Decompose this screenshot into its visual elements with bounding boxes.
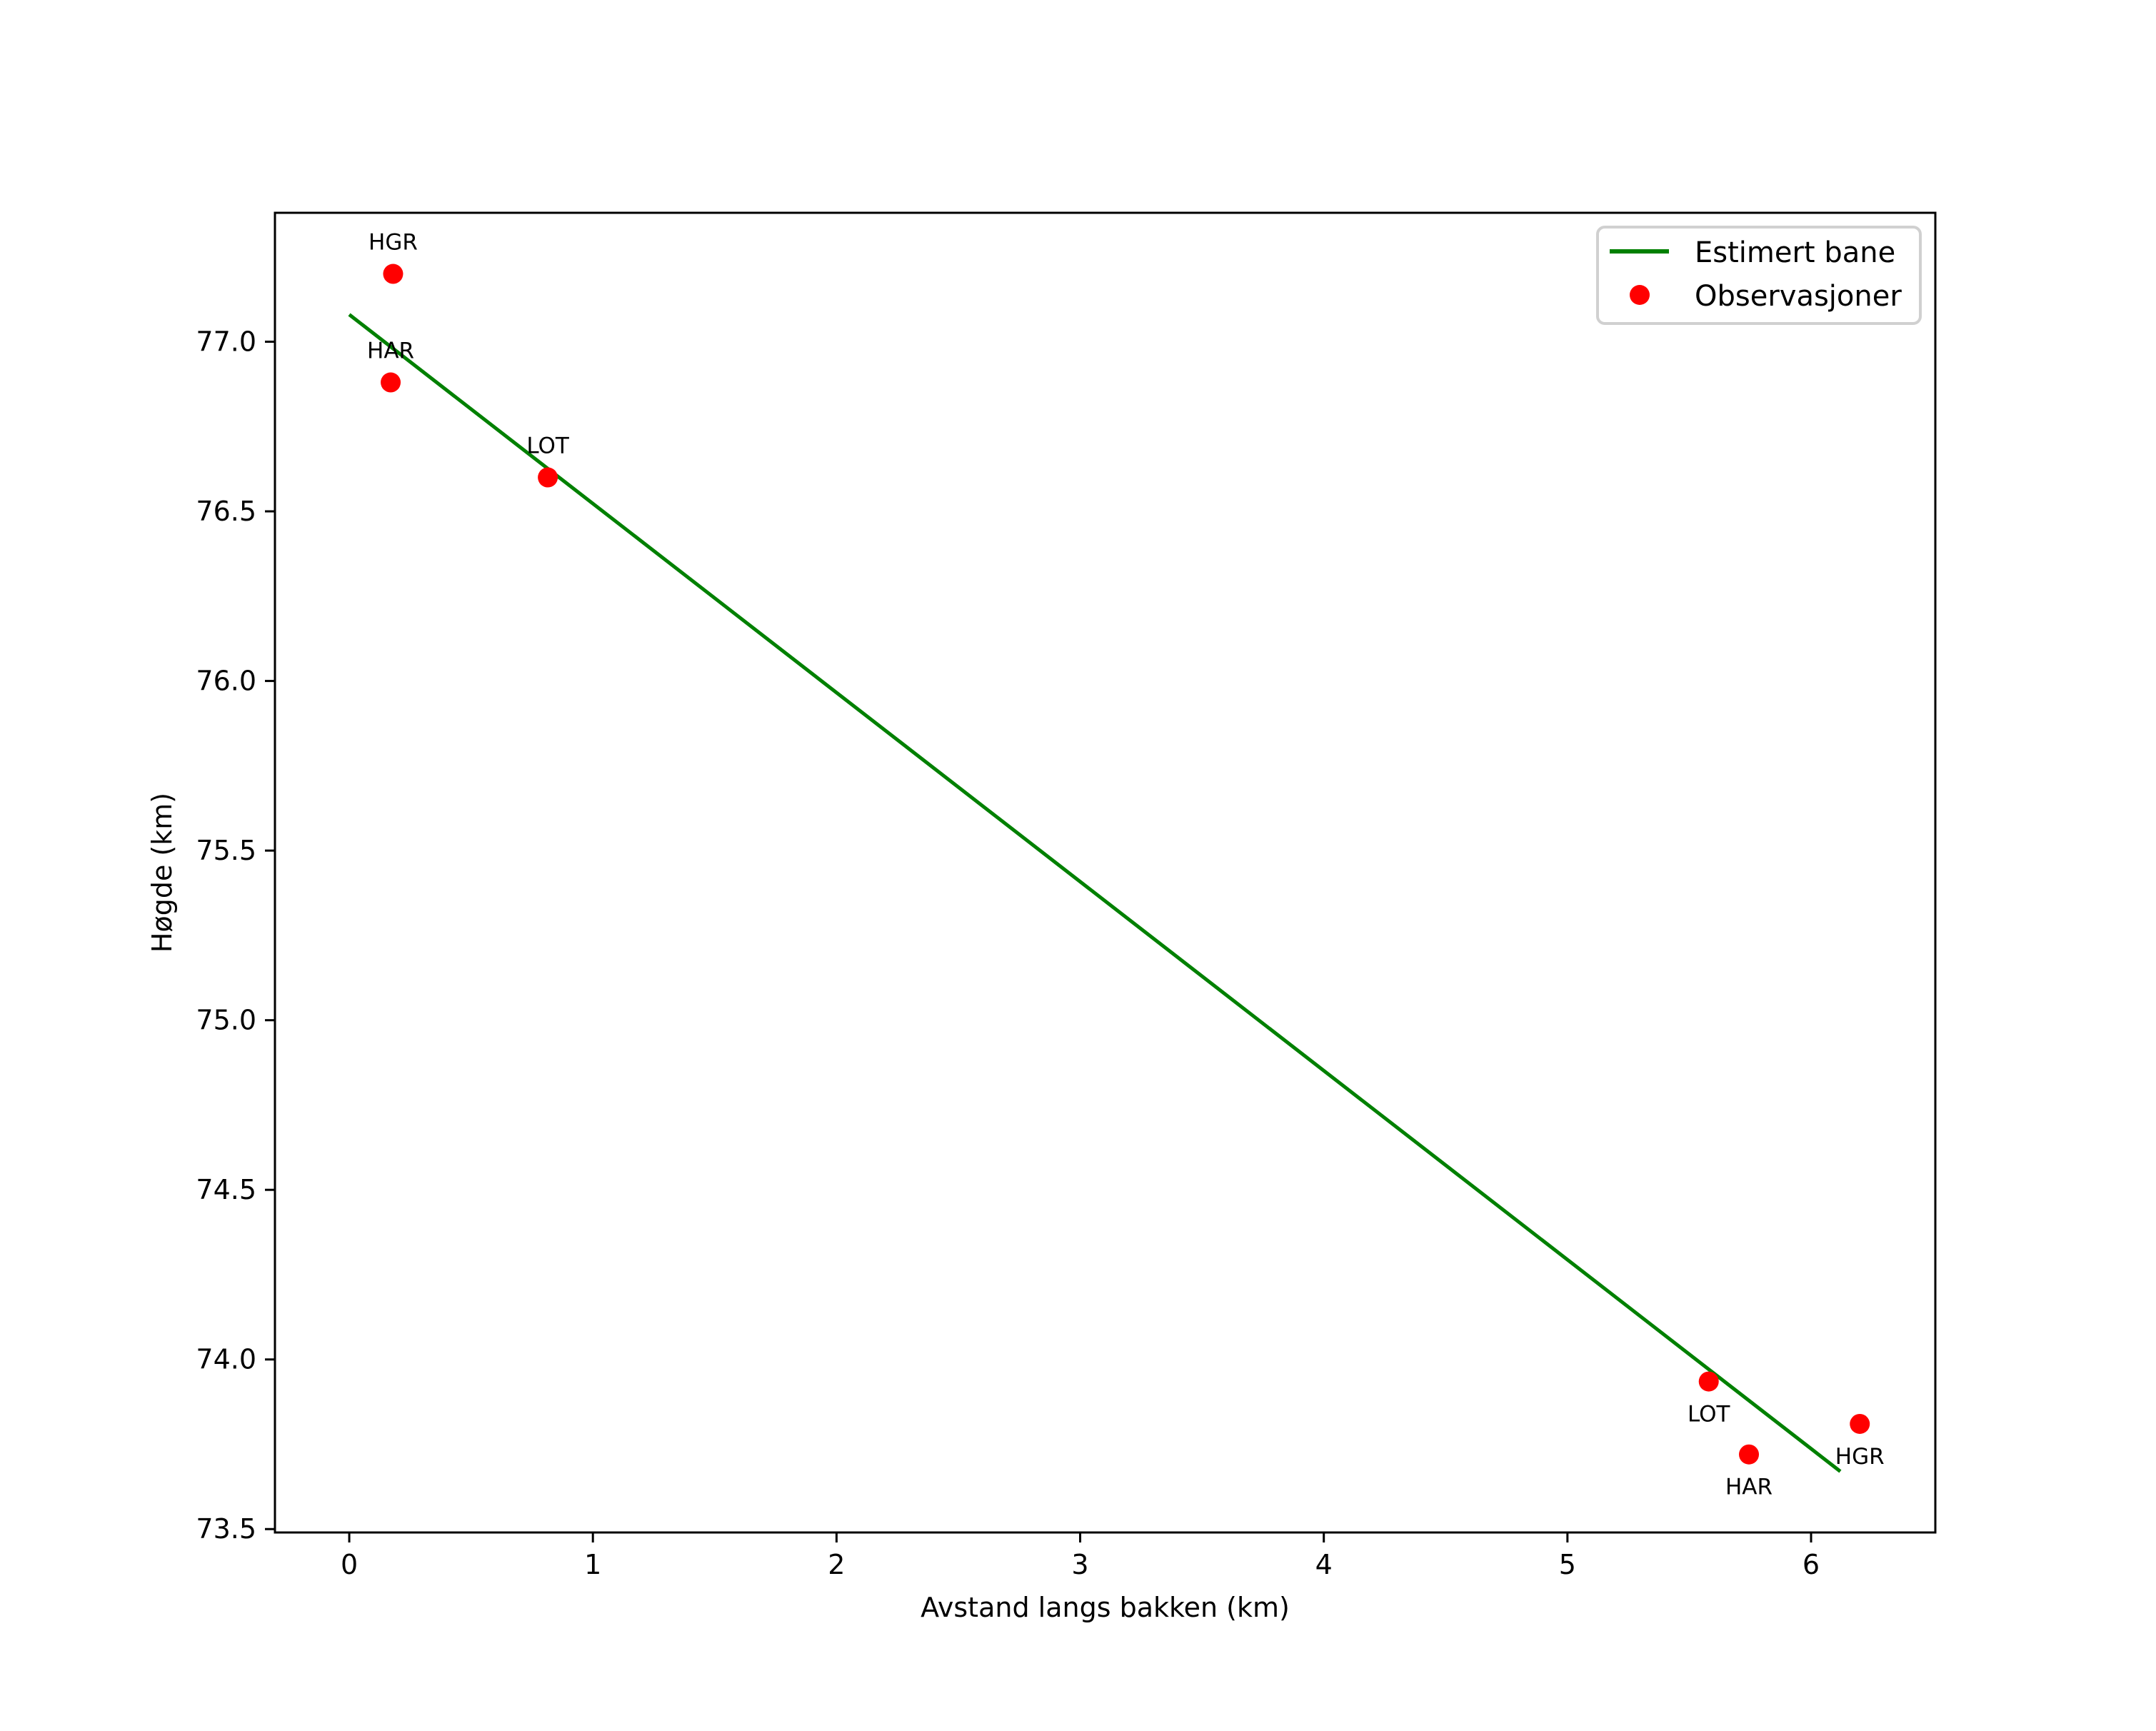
observation-point (1850, 1413, 1870, 1434)
station-label: HGR (1835, 1444, 1885, 1470)
y-tick-label: 74.0 (196, 1344, 256, 1375)
legend: Estimert bane Observasjoner (1596, 226, 1922, 325)
x-tick-label: 0 (341, 1549, 358, 1580)
y-tick-label: 77.0 (196, 326, 256, 358)
plot-area: HGR HAR LOT LOT HAR HGR (348, 230, 1885, 1500)
observation-point (383, 264, 403, 284)
station-label: HAR (367, 338, 414, 364)
x-tick-label: 1 (584, 1549, 601, 1580)
y-tick-label: 75.0 (196, 1005, 256, 1036)
estimated-trajectory-line (348, 313, 1842, 1473)
y-tick-label: 75.5 (196, 835, 256, 866)
legend-label-estimert-bane: Estimert bane (1695, 236, 1895, 269)
y-tick-label: 73.5 (196, 1513, 256, 1545)
axes-frame (274, 211, 1937, 1534)
station-label: LOT (1688, 1402, 1731, 1428)
legend-dot-icon (1630, 285, 1650, 305)
y-axis-ticks: 73.5 74.0 74.5 75.0 75.5 76.0 76.5 77.0 (196, 326, 275, 1545)
station-label: HAR (1725, 1475, 1773, 1500)
x-axis-label: Avstand langs bakken (km) (921, 1592, 1290, 1623)
station-label: LOT (526, 433, 570, 459)
x-tick-label: 4 (1315, 1549, 1333, 1580)
y-tick-label: 76.5 (196, 496, 256, 527)
legend-box (1596, 226, 1922, 325)
x-tick-label: 5 (1559, 1549, 1576, 1580)
x-tick-label: 3 (1071, 1549, 1088, 1580)
x-tick-label: 6 (1802, 1549, 1820, 1580)
observation-point (538, 467, 558, 488)
observation-point (1739, 1444, 1760, 1465)
x-axis-ticks: 0 1 2 3 4 5 6 (341, 1532, 1820, 1580)
legend-label-observasjoner: Observasjoner (1695, 280, 1902, 313)
y-axis-label: Høgde (km) (146, 793, 178, 953)
observation-point (1698, 1371, 1719, 1392)
observation-point (381, 372, 401, 393)
y-tick-label: 76.0 (196, 666, 256, 697)
x-tick-label: 2 (828, 1549, 845, 1580)
station-label: HGR (368, 230, 418, 256)
y-tick-label: 74.5 (196, 1174, 256, 1205)
